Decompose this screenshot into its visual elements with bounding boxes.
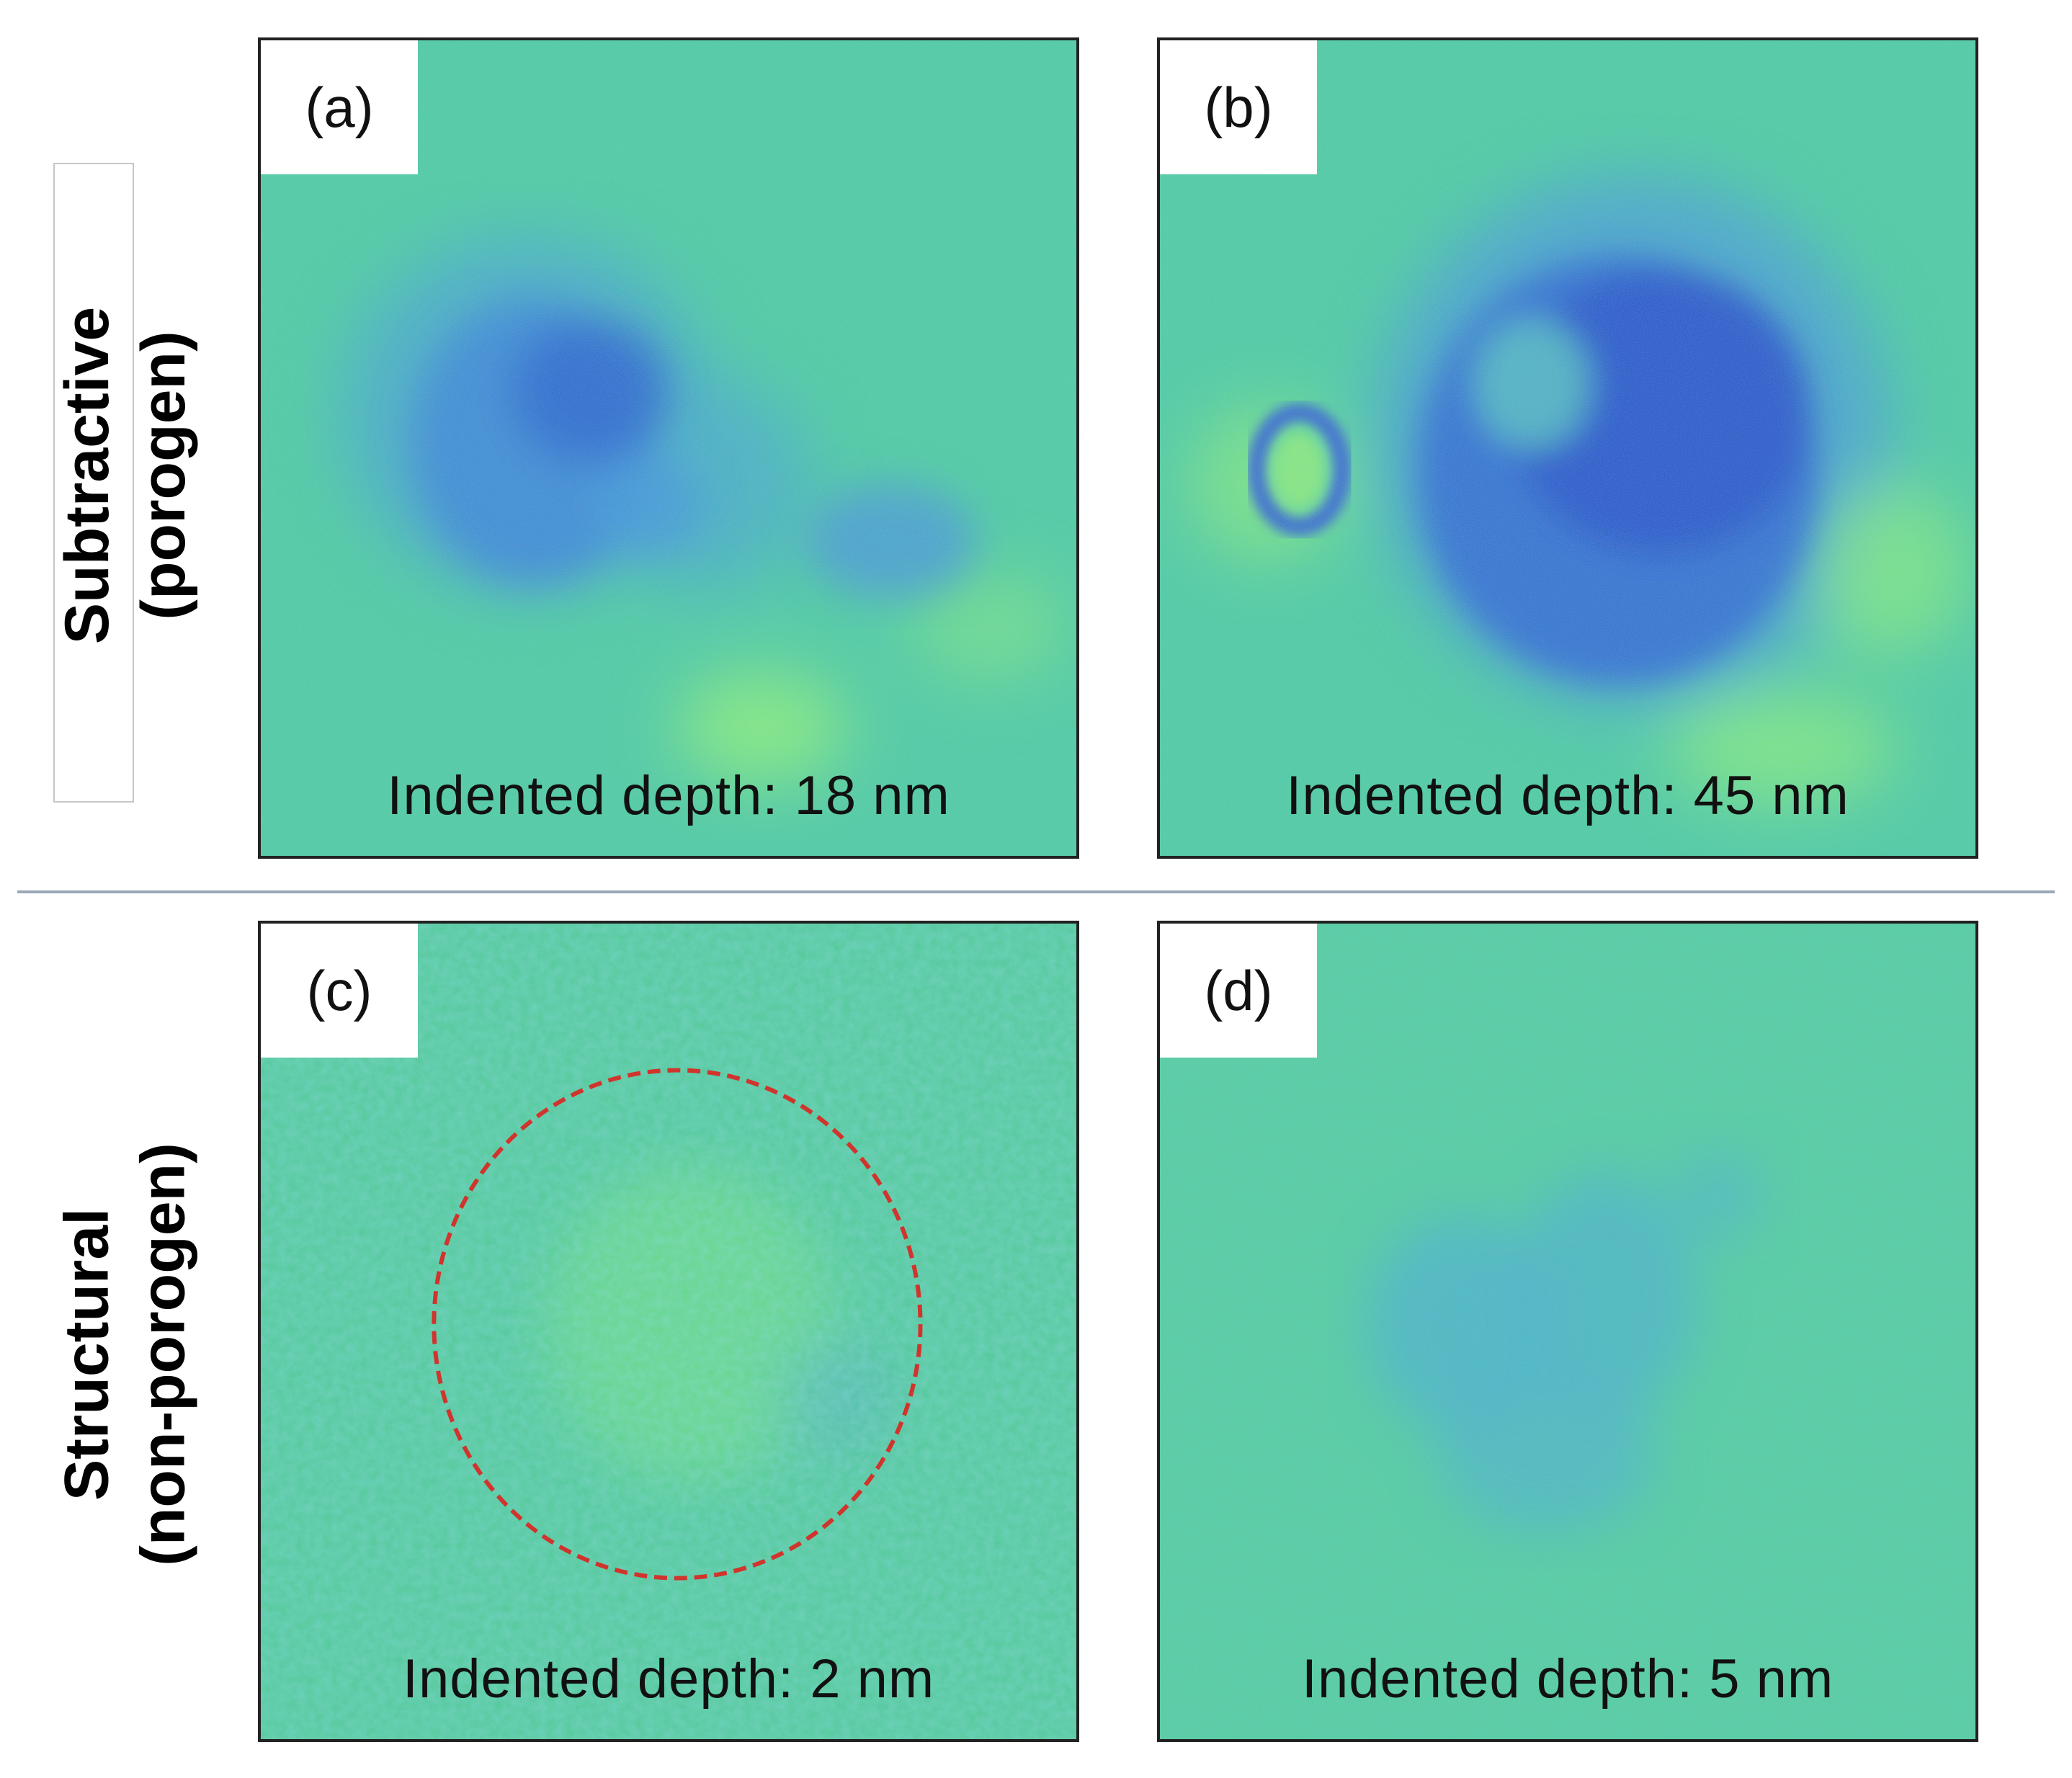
panel-a-caption: Indented depth: 18 nm (387, 765, 950, 826)
panel-c-image (261, 924, 1076, 1739)
row-label-subtractive: Subtractive (porogen) (17, 130, 233, 821)
panel-b: (b) Indented depth: 45 nm (1157, 37, 1978, 859)
panel-b-image (1160, 40, 1975, 856)
panel-d: (d) Indented depth: 5 nm (1157, 921, 1978, 1742)
row-label-structural-line1: Structural (53, 1207, 122, 1501)
panel-a-tag: (a) (261, 40, 418, 174)
panel-d-caption: Indented depth: 5 nm (1301, 1648, 1834, 1710)
row-label-subtractive-line2: (porogen) (129, 331, 199, 620)
panel-a-image (261, 40, 1076, 856)
panel-c-tag: (c) (261, 924, 418, 1058)
panel-a: (a) Indented depth: 18 nm (258, 37, 1079, 859)
panel-c: (c) Indented depth: 2 nm (258, 921, 1079, 1742)
panel-d-image (1160, 924, 1975, 1739)
row-label-subtractive-line1: Subtractive (53, 306, 122, 645)
panel-b-tag: (b) (1160, 40, 1317, 174)
row-label-structural-line2: (non-porogen) (129, 1143, 199, 1566)
panel-d-tag: (d) (1160, 924, 1317, 1058)
panel-b-caption: Indented depth: 45 nm (1286, 765, 1849, 826)
row-divider (17, 890, 2055, 893)
panel-c-caption: Indented depth: 2 nm (402, 1648, 935, 1710)
panel-c-highlight-circle (432, 1068, 923, 1581)
row-label-box-subtractive (53, 163, 134, 803)
row-label-structural: Structural (non-porogen) (17, 951, 233, 1758)
